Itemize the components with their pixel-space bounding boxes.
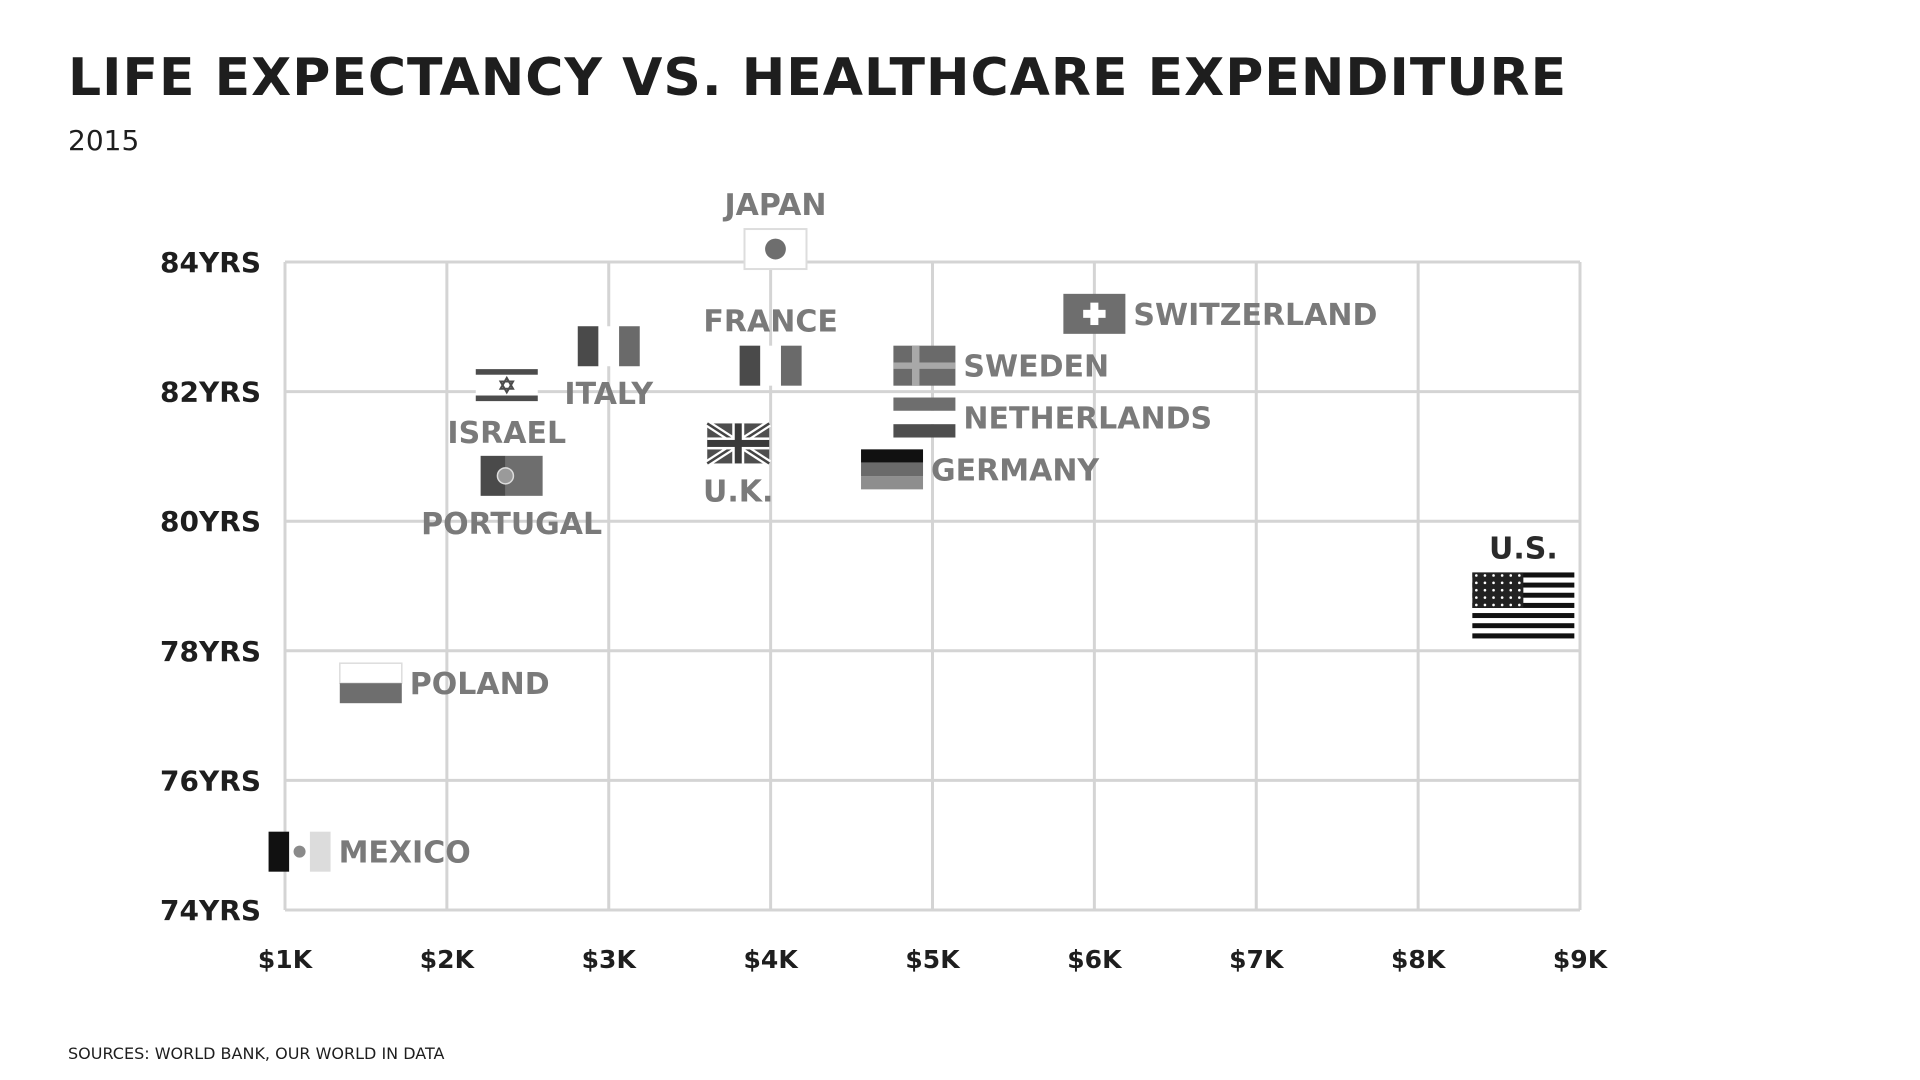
y-tick-label: 74YRS xyxy=(160,894,261,927)
x-tick-label: $3K xyxy=(582,945,638,974)
source-note: SOURCES: WORLD BANK, OUR WORLD IN DATA xyxy=(68,1044,445,1063)
portugal-flag-icon xyxy=(480,455,543,496)
data-point-france: FRANCE xyxy=(703,305,838,386)
uk-flag-icon xyxy=(705,420,772,467)
poland-flag-icon xyxy=(339,662,403,704)
x-axis-ticks: $1K $2K $3K $4K $5K $6K $7K $8K $9K xyxy=(258,945,1609,974)
mexico-flag-icon xyxy=(268,831,331,872)
point-label: U.K. xyxy=(703,474,773,509)
point-label: ITALY xyxy=(564,377,654,412)
x-tick-label: $8K xyxy=(1391,945,1447,974)
france-flag-icon xyxy=(739,345,802,386)
switzerland-flag-icon xyxy=(1063,293,1126,334)
y-tick-label: 76YRS xyxy=(160,764,261,797)
data-point-poland: POLAND xyxy=(339,662,550,704)
japan-flag-icon xyxy=(743,228,808,271)
data-point-us: U.S. xyxy=(1472,531,1575,639)
us-flag-icon xyxy=(1472,572,1575,639)
point-label: ISRAEL xyxy=(447,416,566,451)
data-point-uk: U.K. xyxy=(703,420,773,509)
y-axis-ticks: 74YRS 76YRS 78YRS 80YRS 82YRS 84YRS xyxy=(160,246,261,927)
data-point-switzerland: SWITZERLAND xyxy=(1063,293,1377,334)
point-label: SWITZERLAND xyxy=(1133,298,1377,333)
x-tick-label: $4K xyxy=(744,945,800,974)
point-label: GERMANY xyxy=(931,453,1100,488)
data-point-germany: GERMANY xyxy=(861,449,1100,490)
israel-flag-icon xyxy=(475,365,538,406)
point-label: POLAND xyxy=(410,667,550,702)
data-point-netherlands: NETHERLANDS xyxy=(893,397,1212,438)
chart-title: LIFE EXPECTANCY VS. HEALTHCARE EXPENDITU… xyxy=(68,48,1568,108)
germany-flag-icon xyxy=(861,449,924,490)
point-label: JAPAN xyxy=(723,188,827,223)
y-tick-label: 84YRS xyxy=(160,246,261,279)
data-point-italy: ITALY xyxy=(564,326,654,412)
italy-flag-icon xyxy=(577,326,640,367)
point-label: FRANCE xyxy=(703,305,837,340)
x-tick-label: $7K xyxy=(1229,945,1285,974)
data-point-mexico: MEXICO xyxy=(268,831,471,872)
x-tick-label: $9K xyxy=(1553,945,1609,974)
chart-subtitle: 2015 xyxy=(68,124,140,157)
x-tick-label: $5K xyxy=(905,945,961,974)
point-label: NETHERLANDS xyxy=(963,402,1212,437)
x-tick-label: $2K xyxy=(420,945,476,974)
x-tick-label: $6K xyxy=(1067,945,1123,974)
data-point-sweden: SWEDEN xyxy=(893,345,1109,386)
data-point-japan: JAPAN xyxy=(723,188,827,271)
data-points: JAPAN FRANCE ITALY ISRAEL PORTUGAL U.K. SWEDEN… xyxy=(268,188,1575,872)
point-label: MEXICO xyxy=(339,836,471,871)
point-label: PORTUGAL xyxy=(421,507,602,542)
data-point-israel: ISRAEL xyxy=(447,365,566,451)
y-tick-label: 78YRS xyxy=(160,635,261,668)
y-tick-label: 80YRS xyxy=(160,505,261,538)
y-tick-label: 82YRS xyxy=(160,376,261,409)
sweden-flag-icon xyxy=(893,345,956,386)
x-tick-label: $1K xyxy=(258,945,314,974)
point-label: U.S. xyxy=(1489,531,1558,566)
data-point-portugal: PORTUGAL xyxy=(421,455,602,542)
netherlands-flag-icon xyxy=(893,397,956,438)
point-label: SWEDEN xyxy=(963,350,1109,385)
